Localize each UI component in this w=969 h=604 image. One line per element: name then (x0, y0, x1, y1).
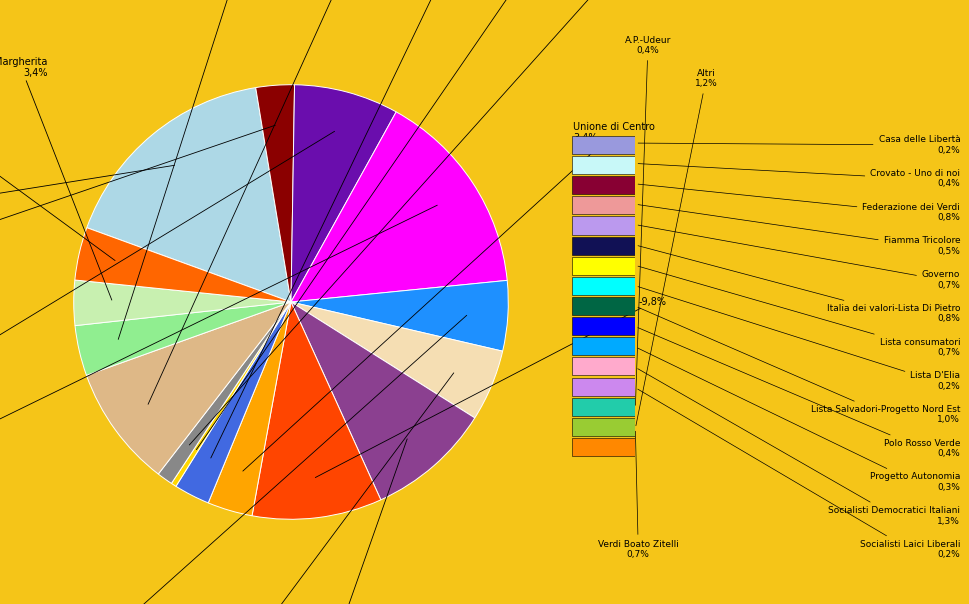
Wedge shape (86, 302, 291, 474)
Bar (572, 136, 635, 154)
Text: -9,8%: -9,8% (315, 297, 666, 478)
Text: Margherita
3,4%: Margherita 3,4% (0, 57, 111, 300)
Text: Verdi Boato Zitelli
0,7%: Verdi Boato Zitelli 0,7% (597, 431, 678, 559)
Text: Lista consumatori
0,7%: Lista consumatori 0,7% (638, 266, 959, 357)
Text: Rifondazione Comunista
2,7%: Rifondazione Comunista 2,7% (210, 0, 506, 458)
Bar (572, 438, 635, 456)
Bar (572, 418, 635, 436)
Wedge shape (208, 302, 291, 516)
Text: L'Unione
17,1%: L'Unione 17,1% (0, 165, 174, 222)
Text: A.P.-Udeur
0,4%: A.P.-Udeur 0,4% (196, 0, 554, 450)
Text: Nuovo Psi
3,8%: Nuovo Psi 3,8% (118, 0, 266, 339)
Text: Governo
0,7%: Governo 0,7% (638, 225, 959, 289)
Text: Casa delle Libertà
0,2%: Casa delle Libertà 0,2% (638, 135, 959, 155)
Text: Progetto Autonomia
0,3%: Progetto Autonomia 0,3% (638, 348, 959, 492)
Wedge shape (291, 85, 395, 302)
Text: Partito dei Comunisti Italiani
4,0%: Partito dei Comunisti Italiani 4,0% (0, 113, 115, 260)
Wedge shape (75, 302, 291, 375)
Text: Socialisti Democratici Italiani
1,3%: Socialisti Democratici Italiani 1,3% (637, 368, 959, 525)
Bar (572, 297, 635, 315)
Bar (572, 317, 635, 335)
Text: Lista D'Elia
0,2%: Lista D'Elia 0,2% (638, 287, 959, 391)
Wedge shape (75, 228, 291, 302)
Wedge shape (291, 302, 502, 418)
Text: Socialisti Laici Liberali
0,2%: Socialisti Laici Liberali 0,2% (637, 389, 959, 559)
Wedge shape (158, 302, 291, 483)
Bar (572, 337, 635, 355)
Wedge shape (74, 280, 291, 326)
Bar (572, 156, 635, 174)
Text: Crovato - Uno di noi
0,4%: Crovato - Uno di noi 0,4% (638, 164, 959, 188)
Bar (572, 257, 635, 275)
Text: Alleanza Nazionale
9,4%: Alleanza Nazionale 9,4% (288, 439, 407, 604)
Bar (572, 397, 635, 416)
Text: Federazione dei Verdi
0,8%: Federazione dei Verdi 0,8% (638, 184, 959, 222)
Bar (572, 277, 635, 295)
Text: Alternativa sociale
5,4%: Alternativa sociale 5,4% (202, 373, 453, 604)
Wedge shape (175, 302, 291, 503)
Text: Altri
1,2%: Altri 1,2% (189, 0, 611, 445)
Wedge shape (256, 85, 295, 302)
Wedge shape (252, 302, 381, 519)
Bar (572, 196, 635, 214)
Wedge shape (291, 302, 474, 500)
Bar (572, 176, 635, 194)
Wedge shape (291, 280, 508, 351)
Wedge shape (87, 88, 291, 302)
Bar (572, 378, 635, 396)
Text: Polo Rosso Verde
0,4%: Polo Rosso Verde 0,4% (638, 327, 959, 458)
Text: Forza Italia
15,6%: Forza Italia 15,6% (0, 205, 437, 476)
Text: Italia dei valori-Lista Di Pietro
0,8%: Italia dei valori-Lista Di Pietro 0,8% (638, 246, 959, 323)
Text: Lega Nord
7,9%: Lega Nord 7,9% (0, 131, 334, 408)
Text: Progetto Nord Est
9,2%: Progetto Nord Est 9,2% (148, 0, 394, 404)
Text: A.P.-Udeur
0,4%: A.P.-Udeur 0,4% (624, 36, 671, 405)
Bar (572, 358, 635, 376)
Text: Fiamma Tricolore
0,5%: Fiamma Tricolore 0,5% (638, 205, 959, 256)
Text: Altri
1,2%: Altri 1,2% (636, 69, 717, 426)
Text: Liga Fronte Veneto
2,9%: Liga Fronte Veneto 2,9% (0, 125, 275, 280)
Text: DS
5,3%: DS 5,3% (105, 315, 466, 604)
Bar (572, 216, 635, 234)
Wedge shape (172, 302, 291, 486)
Wedge shape (291, 112, 507, 302)
Text: Lista Salvadori-Progetto Nord Est
1,0%: Lista Salvadori-Progetto Nord Est 1,0% (638, 307, 959, 425)
Text: Unione di Centro
3,4%: Unione di Centro 3,4% (242, 122, 655, 471)
Bar (572, 237, 635, 255)
